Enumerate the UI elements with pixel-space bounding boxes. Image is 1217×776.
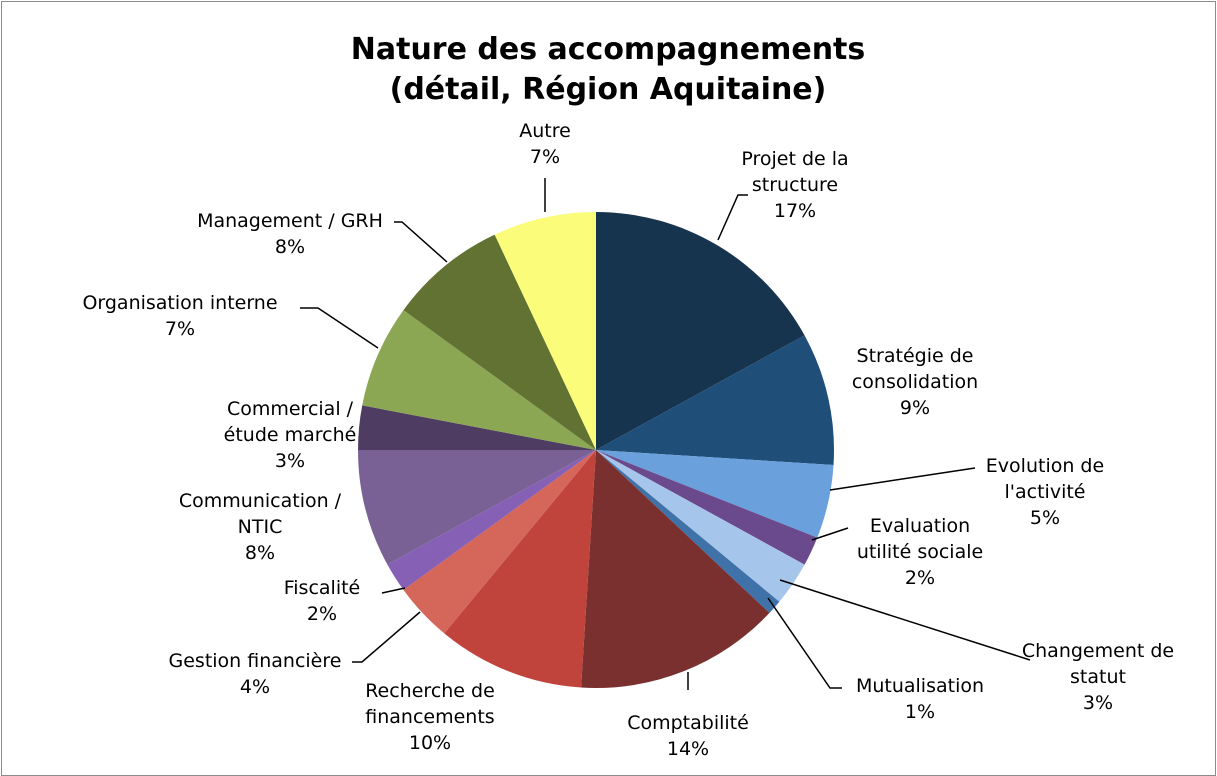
leader-line: [717, 194, 748, 241]
leader-line: [829, 467, 976, 491]
category-label: Evolution de l'activité: [985, 455, 1105, 503]
leader-line: [300, 307, 379, 349]
value-label: 2%: [306, 603, 338, 625]
value-label: 5%: [1029, 507, 1061, 529]
category-label: Evaluation utilité sociale: [856, 515, 984, 563]
value-label: 7%: [529, 146, 561, 168]
value-label: 10%: [408, 732, 452, 754]
pie-slice: [358, 450, 596, 565]
pie-slice: [596, 335, 834, 465]
data-label: Evaluation utilité sociale 2%: [840, 513, 1000, 591]
value-label: 7%: [164, 318, 196, 340]
leader-line: [779, 579, 1031, 661]
leader-line: [811, 527, 849, 541]
category-label: Autre: [519, 120, 571, 142]
category-label: Fiscalité: [283, 577, 361, 599]
data-label: Communication / NTIC 8%: [170, 488, 350, 566]
data-label: Stratégie de consolidation 9%: [825, 343, 1005, 421]
data-label: Projet de la structure 17%: [715, 146, 875, 224]
pie-slice: [581, 450, 770, 688]
data-label: Fiscalité 2%: [267, 575, 377, 627]
pie-slice: [387, 450, 596, 590]
data-label: Commercial / étude marché 3%: [215, 396, 365, 474]
value-label: 14%: [666, 738, 710, 760]
value-label: 9%: [899, 397, 931, 419]
data-label: Comptabilité 14%: [598, 710, 778, 762]
category-label: Gestion financière: [168, 650, 342, 672]
leader-line: [394, 221, 448, 263]
category-label: Changement de statut: [1021, 640, 1175, 688]
data-label: Gestion financière 4%: [140, 648, 370, 700]
value-label: 3%: [1082, 692, 1114, 714]
value-label: 8%: [244, 542, 276, 564]
category-label: Mutualisation: [855, 675, 985, 697]
data-label: Autre 7%: [495, 118, 595, 170]
pie-slice: [362, 310, 596, 450]
data-label: Changement de statut 3%: [1018, 638, 1178, 716]
category-label: Projet de la structure: [741, 148, 849, 196]
pie-slice: [596, 450, 780, 613]
value-label: 4%: [239, 676, 271, 698]
data-label: Recherche de financements 10%: [340, 678, 520, 756]
value-label: 3%: [274, 450, 306, 472]
category-label: Commercial / étude marché: [223, 398, 357, 446]
pie-slice: [358, 405, 596, 450]
category-label: Stratégie de consolidation: [851, 345, 979, 393]
pie-slice: [596, 450, 818, 565]
pie-slice: [596, 212, 805, 450]
category-label: Comptabilité: [627, 712, 749, 734]
pie-slice: [403, 234, 596, 450]
pie-slice: [596, 450, 805, 602]
pie-slice: [596, 450, 834, 538]
category-label: Management / GRH: [197, 210, 383, 232]
chart-title: Nature des accompagnements (détail, Régi…: [350, 32, 866, 107]
category-label: Organisation interne: [82, 292, 278, 314]
leader-line: [767, 597, 842, 689]
value-label: 8%: [274, 236, 306, 258]
value-label: 1%: [904, 701, 936, 723]
data-label: Mutualisation 1%: [835, 673, 1005, 725]
pie-slice: [494, 212, 596, 450]
value-label: 17%: [773, 200, 817, 222]
value-label: 2%: [904, 567, 936, 589]
data-label: Management / GRH 8%: [175, 208, 405, 260]
leader-line: [381, 587, 406, 594]
leader-line: [352, 611, 421, 663]
pie-slice: [403, 450, 596, 634]
category-label: Recherche de financements: [365, 680, 495, 728]
data-label: Evolution de l'activité 5%: [965, 453, 1125, 531]
pie-slice: [444, 450, 596, 688]
category-label: Communication / NTIC: [178, 490, 342, 538]
data-label: Organisation interne 7%: [50, 290, 310, 342]
